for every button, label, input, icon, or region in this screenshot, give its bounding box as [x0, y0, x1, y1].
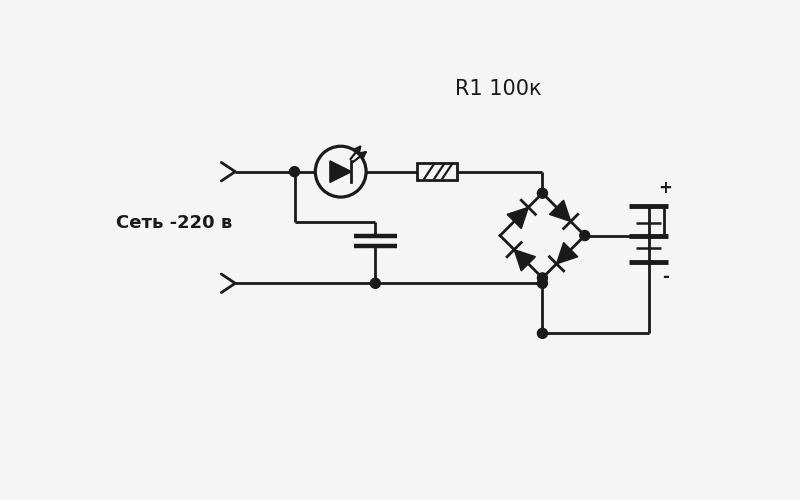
Circle shape: [370, 278, 380, 288]
Polygon shape: [330, 161, 351, 182]
Bar: [417, 163, 457, 180]
Text: R1 100к: R1 100к: [455, 78, 542, 98]
Polygon shape: [507, 208, 528, 229]
Circle shape: [538, 188, 547, 198]
Circle shape: [538, 328, 547, 338]
Polygon shape: [514, 250, 535, 271]
Text: Сеть -220 в: Сеть -220 в: [116, 214, 232, 232]
Polygon shape: [557, 242, 578, 264]
Circle shape: [538, 278, 547, 288]
Circle shape: [538, 273, 547, 283]
Circle shape: [290, 166, 299, 176]
Polygon shape: [550, 200, 570, 222]
Circle shape: [580, 230, 590, 240]
Text: +: +: [658, 179, 673, 197]
Text: -: -: [662, 268, 669, 286]
